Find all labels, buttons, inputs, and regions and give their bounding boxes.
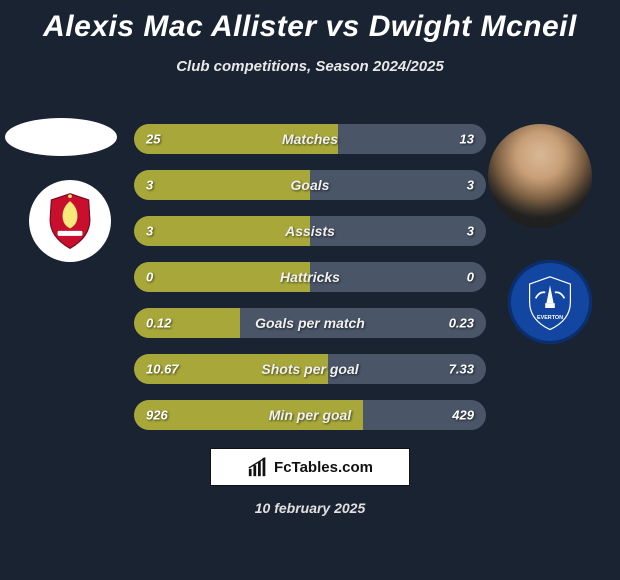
stat-value-right: 0.23 [449, 316, 474, 331]
stat-label: Min per goal [269, 407, 351, 423]
stat-row: 25 13 Matches [134, 124, 486, 154]
stat-label: Matches [282, 131, 338, 147]
liverpool-badge-icon [29, 180, 111, 262]
stat-row: 0.12 0.23 Goals per match [134, 308, 486, 338]
player-left-photo-placeholder [5, 118, 117, 156]
stat-value-left: 0 [146, 270, 153, 285]
comparison-title: Alexis Mac Allister vs Dwight Mcneil [0, 0, 620, 44]
stat-label: Goals [291, 177, 330, 193]
stat-value-left: 3 [146, 178, 153, 193]
stat-bar-right [310, 170, 486, 200]
stat-value-right: 3 [467, 224, 474, 239]
player-right-photo [488, 124, 592, 228]
stat-value-left: 10.67 [146, 362, 179, 377]
stat-bar-left [134, 170, 310, 200]
svg-text:EVERTON: EVERTON [537, 315, 563, 321]
fctables-attribution: FcTables.com [210, 448, 410, 486]
stat-row: 926 429 Min per goal [134, 400, 486, 430]
stat-bar-left [134, 216, 310, 246]
comparison-date: 10 february 2025 [255, 500, 366, 516]
comparison-subtitle: Club competitions, Season 2024/2025 [0, 58, 620, 75]
stat-label: Shots per goal [261, 361, 358, 377]
stat-label: Goals per match [255, 315, 365, 331]
footer-brand-text: FcTables.com [274, 459, 373, 476]
stat-label: Hattricks [280, 269, 340, 285]
stat-value-right: 429 [452, 408, 474, 423]
stat-value-right: 3 [467, 178, 474, 193]
fctables-logo-icon [247, 456, 269, 478]
stat-value-right: 0 [467, 270, 474, 285]
stat-row: 10.67 7.33 Shots per goal [134, 354, 486, 384]
stat-value-right: 7.33 [449, 362, 474, 377]
stat-label: Assists [285, 223, 335, 239]
stat-value-left: 25 [146, 132, 160, 147]
stat-value-left: 3 [146, 224, 153, 239]
stat-value-left: 926 [146, 408, 168, 423]
stat-row: 0 0 Hattricks [134, 262, 486, 292]
stat-value-right: 13 [460, 132, 474, 147]
stat-row: 3 3 Assists [134, 216, 486, 246]
stat-value-left: 0.12 [146, 316, 171, 331]
stats-comparison-bars: 25 13 Matches 3 3 Goals 3 3 Assists 0 0 Hattricks 0.… [134, 124, 486, 446]
stat-bar-right [310, 216, 486, 246]
stat-row: 3 3 Goals [134, 170, 486, 200]
everton-badge-icon: EVERTON [508, 260, 592, 344]
